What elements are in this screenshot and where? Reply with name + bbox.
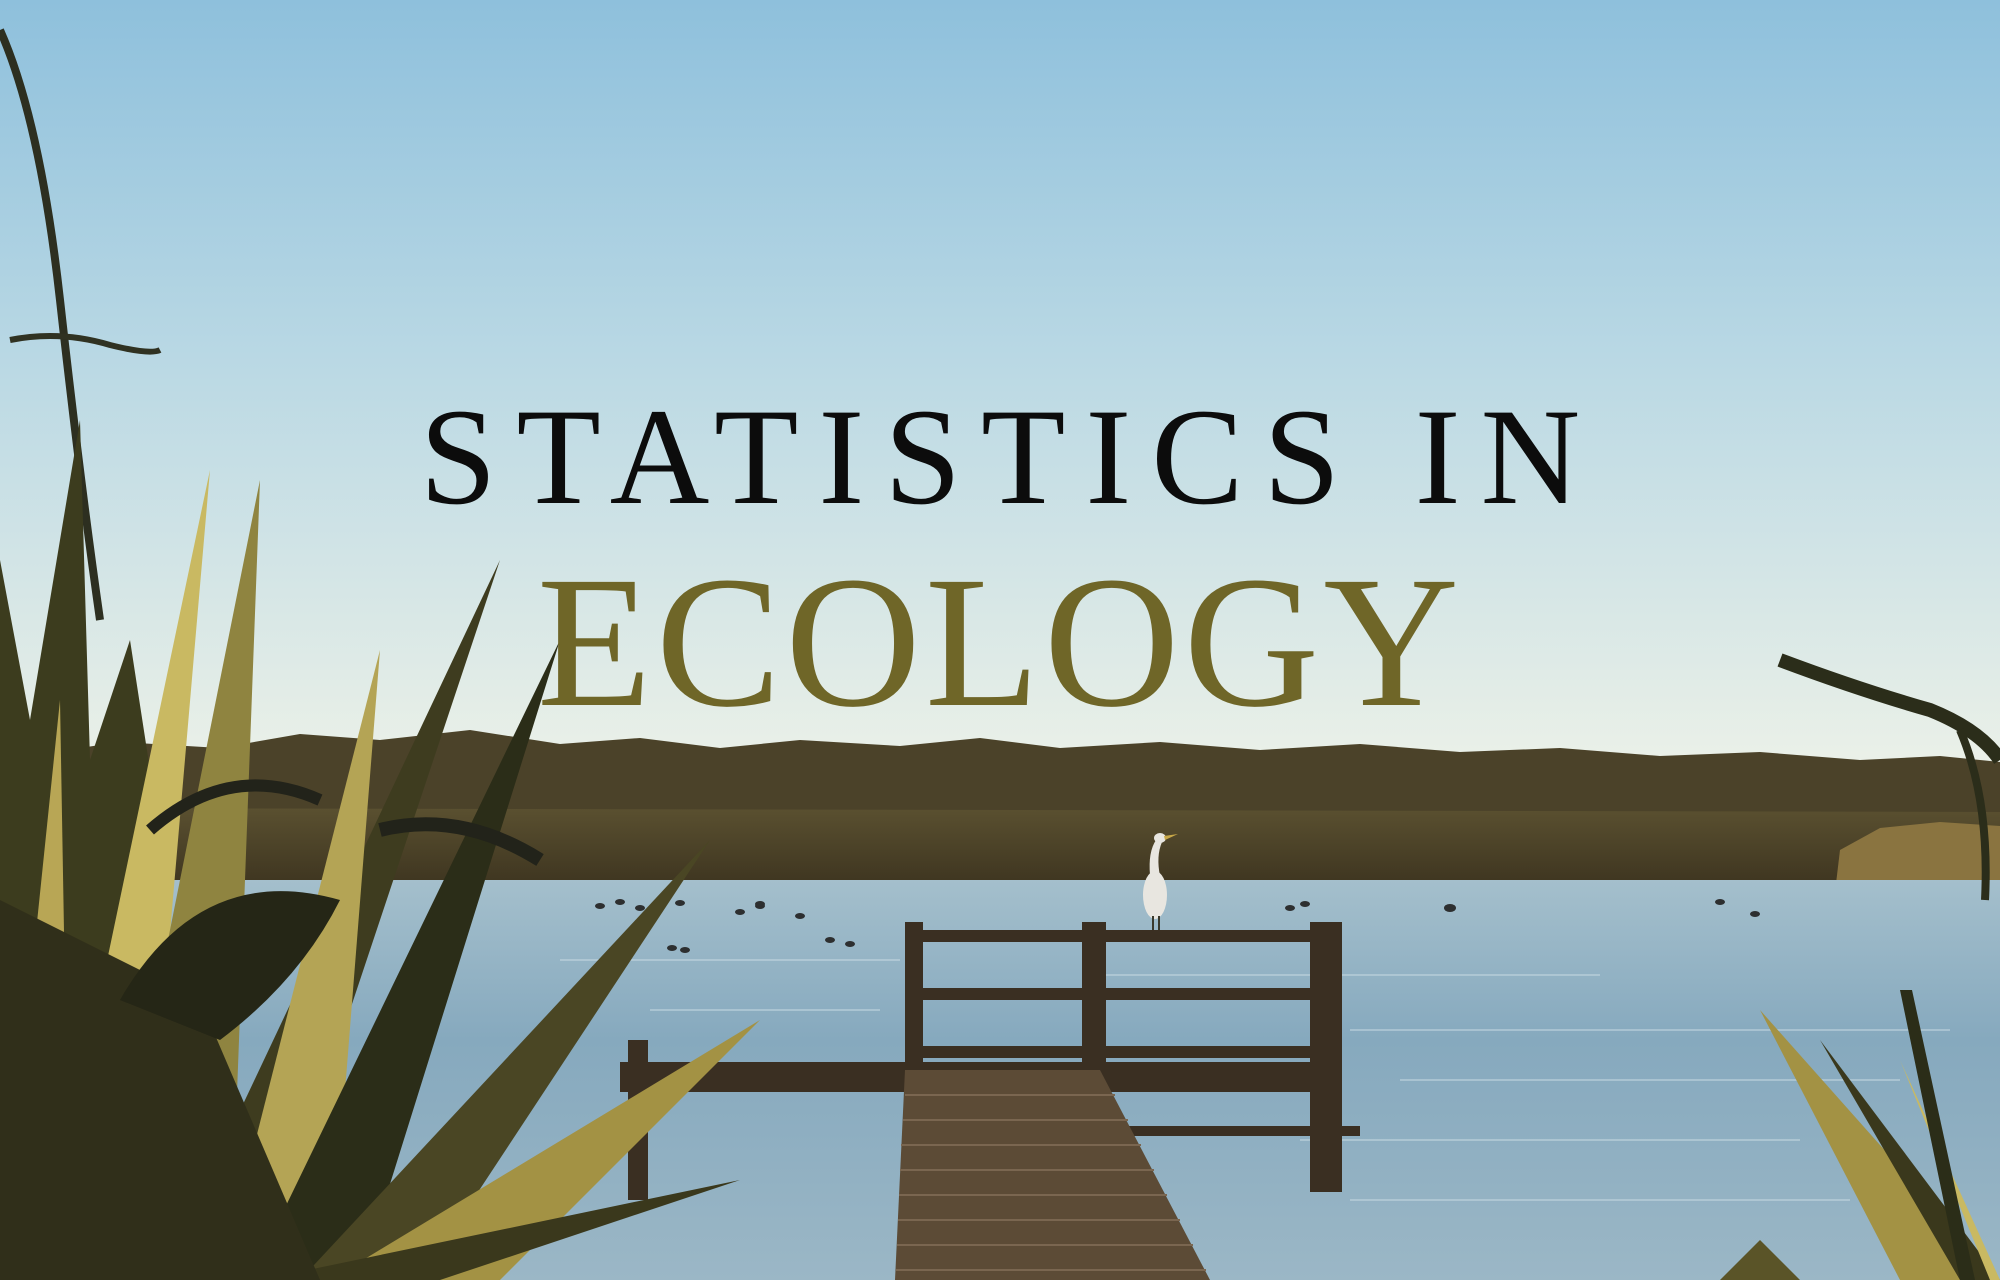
cover-title-line-1: STATISTICS IN xyxy=(419,380,1601,533)
reed-bed xyxy=(0,808,2000,885)
flax-flowers xyxy=(9,333,162,355)
sky xyxy=(0,0,2000,790)
cover-title-line-2: ECOLOGY xyxy=(536,537,1464,746)
flax-right xyxy=(1720,653,2000,1280)
waterbirds xyxy=(595,899,1760,953)
flax-stalk xyxy=(0,28,104,621)
reed-bed-right xyxy=(1835,822,2000,895)
heron xyxy=(1143,833,1178,930)
flax-left xyxy=(0,420,760,1280)
walkway-planks xyxy=(896,1094,1206,1271)
jetty xyxy=(620,922,1360,1280)
